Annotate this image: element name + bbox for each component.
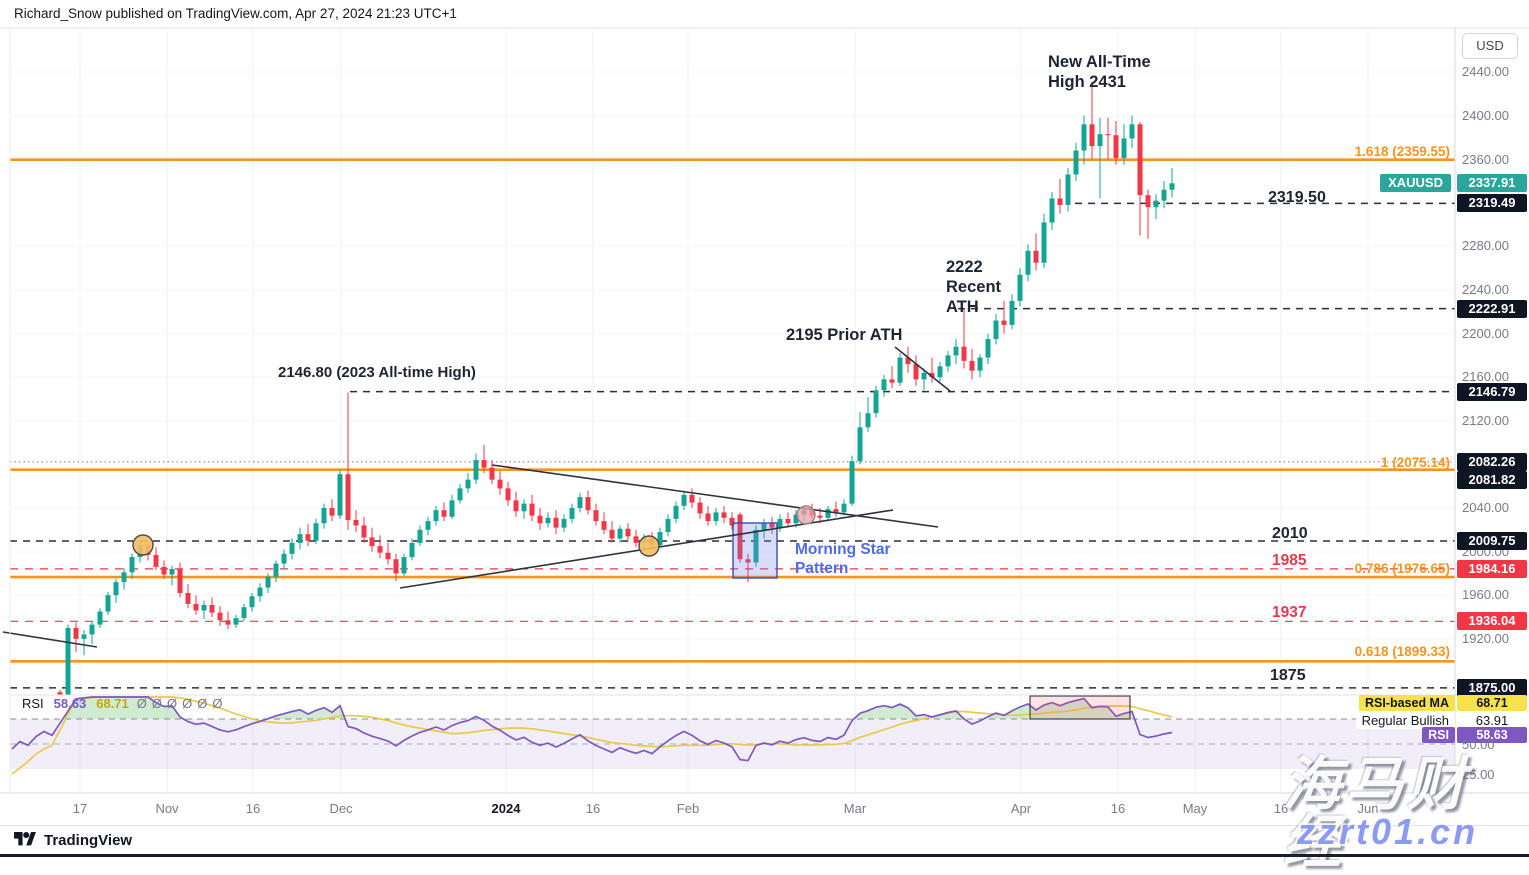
time-tick-Nov: Nov — [155, 801, 179, 816]
rsi-ma-tag: RSI-based MA — [1358, 695, 1455, 711]
price-tag-2222.91: 2222.91 — [1457, 300, 1527, 318]
chart-canvas[interactable] — [0, 0, 1529, 825]
tradingview-logo-icon[interactable] — [14, 832, 36, 849]
time-tick-16: 16 — [1110, 801, 1126, 816]
price-tick-2160.00: 2160.00 — [1462, 369, 1509, 384]
rsi-divergence-label: Regular Bullish — [1355, 713, 1455, 729]
currency-button[interactable]: USD — [1462, 33, 1518, 59]
price-tag-2146.79: 2146.79 — [1457, 383, 1527, 401]
chart-svg — [0, 27, 1529, 794]
price-tick-1920.00: 1920.00 — [1462, 631, 1509, 646]
price-tag-2081.82: 2081.82 — [1457, 471, 1527, 489]
price-tag-2337.91: 2337.91 — [1457, 174, 1527, 192]
rsi-level-50-label: 50.00 — [1462, 737, 1495, 752]
time-tick-Apr: Apr — [1010, 801, 1032, 816]
rsi-legend-empty-5: Ø — [212, 696, 223, 711]
time-tick-Jun: Jun — [1357, 801, 1379, 816]
time-tick-2024: 2024 — [491, 801, 521, 816]
price-tag-2009.75: 2009.75 — [1457, 532, 1527, 550]
price-tag-1936.04: 1936.04 — [1457, 612, 1527, 630]
rsi-legend-title: RSI — [22, 696, 44, 711]
time-tick-16: 16 — [585, 801, 601, 816]
watermark-url: zzrt01.cn — [1297, 811, 1479, 852]
rsi-tag: RSI — [1422, 727, 1455, 743]
rsi-value-tag: 58.63 — [1457, 727, 1527, 743]
rsi-ma-legend-value: 68.71 — [96, 696, 129, 711]
rsi-legend-empty-1: Ø — [151, 696, 163, 711]
price-tick-2280.00: 2280.00 — [1462, 238, 1509, 253]
rsi-level-25-label: 25.00 — [1462, 767, 1495, 782]
rsi-divergence-value: 63.91 — [1475, 713, 1509, 728]
rsi-legend-empty-4: Ø — [197, 696, 208, 711]
time-tick-16: 16 — [245, 801, 261, 816]
price-tick-2440.00: 2440.00 — [1462, 64, 1509, 79]
bottom-edge — [0, 854, 1529, 857]
price-tag-1875.00: 1875.00 — [1457, 679, 1527, 697]
rsi-legend-empty-0: Ø — [136, 696, 147, 711]
price-tick-2040.00: 2040.00 — [1462, 500, 1509, 515]
price-tag-2082.26: 2082.26 — [1457, 453, 1527, 471]
price-tag-1984.16: 1984.16 — [1457, 560, 1527, 578]
publish-header: Richard_Snow published on TradingView.co… — [0, 0, 1529, 28]
footer-brand[interactable]: TradingView — [44, 832, 133, 849]
time-tick-Dec: Dec — [329, 801, 353, 816]
price-tick-2400.00: 2400.00 — [1462, 108, 1509, 123]
rsi-legend-value: 58.63 — [53, 696, 87, 711]
footer: TradingView — [0, 825, 1529, 855]
price-tag-2319.49: 2319.49 — [1457, 194, 1527, 212]
symbol-price-tag: XAUUSD — [1380, 174, 1451, 192]
time-tick-17: 17 — [72, 801, 88, 816]
price-tick-2360.00: 2360.00 — [1462, 152, 1509, 167]
price-tick-1960.00: 1960.00 — [1462, 587, 1509, 602]
time-tick-16: 16 — [1273, 801, 1289, 816]
price-tick-2120.00: 2120.00 — [1462, 413, 1509, 428]
rsi-legend-empty-3: Ø — [182, 696, 193, 711]
price-tick-2240.00: 2240.00 — [1462, 282, 1509, 297]
time-tick-Mar: Mar — [843, 801, 867, 816]
price-tick-2200.00: 2200.00 — [1462, 326, 1509, 341]
rsi-ma-value-tag: 68.71 — [1457, 695, 1527, 711]
published-line: Richard_Snow published on TradingView.co… — [14, 6, 457, 21]
rsi-legend-empty-2: Ø — [167, 696, 178, 711]
time-tick-May: May — [1182, 801, 1208, 816]
time-tick-Feb: Feb — [676, 801, 700, 816]
